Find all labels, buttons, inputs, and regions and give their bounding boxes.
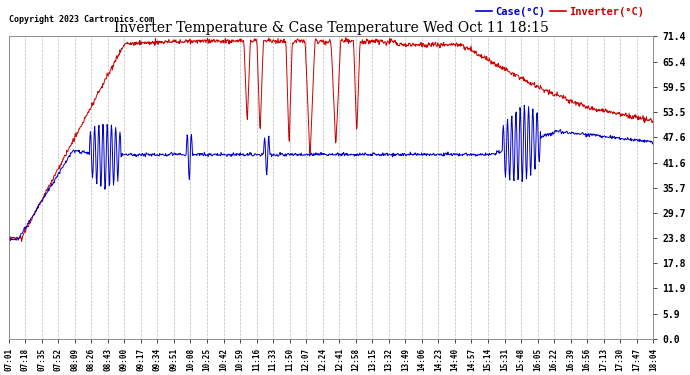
Legend: Case(°C), Inverter(°C): Case(°C), Inverter(°C): [472, 2, 648, 21]
Title: Inverter Temperature & Case Temperature Wed Oct 11 18:15: Inverter Temperature & Case Temperature …: [114, 21, 549, 35]
Text: Copyright 2023 Cartronics.com: Copyright 2023 Cartronics.com: [9, 15, 154, 24]
